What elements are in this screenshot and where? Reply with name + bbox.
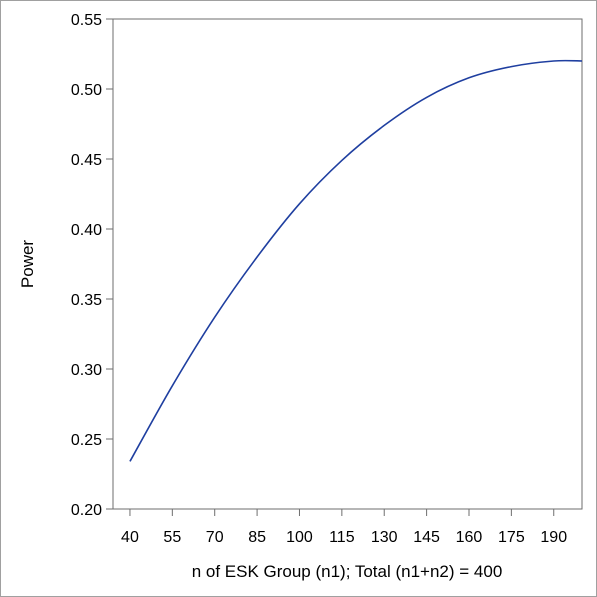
plot-area xyxy=(112,18,583,510)
x-tick-label: 100 xyxy=(286,529,313,546)
x-tick-label: 130 xyxy=(371,529,398,546)
y-tick-label: 0.20 xyxy=(71,502,102,519)
power-curve-line xyxy=(129,59,583,462)
x-tick-label: 175 xyxy=(498,529,525,546)
y-tick-label: 0.35 xyxy=(71,292,102,309)
x-tick-label: 190 xyxy=(540,529,567,546)
x-axis-label: n of ESK Group (n1); Total (n1+n2) = 400 xyxy=(192,562,503,581)
x-tick-label: 55 xyxy=(163,529,181,546)
y-tick-label: 0.50 xyxy=(71,82,102,99)
series-layer xyxy=(129,59,583,462)
y-axis-label: Power xyxy=(18,240,37,289)
y-tick-label: 0.45 xyxy=(71,152,102,169)
x-tick-label: 40 xyxy=(121,529,139,546)
x-tick-label: 70 xyxy=(206,529,224,546)
y-axis: 0.20 0.25 0.30 0.35 0.40 0.45 0.50 0.55 xyxy=(71,12,113,519)
y-tick-label: 0.40 xyxy=(71,222,102,239)
x-tick-label: 115 xyxy=(329,529,355,546)
x-tick-label: 85 xyxy=(248,529,266,546)
x-tick-label: 160 xyxy=(456,529,483,546)
x-tick-label: 145 xyxy=(413,529,440,546)
y-tick-label: 0.25 xyxy=(71,432,102,449)
y-tick-label: 0.30 xyxy=(71,362,102,379)
y-tick-label: 0.55 xyxy=(71,12,102,29)
x-axis: 40 55 70 85 100 115 130 145 160 175 190 xyxy=(121,509,567,546)
